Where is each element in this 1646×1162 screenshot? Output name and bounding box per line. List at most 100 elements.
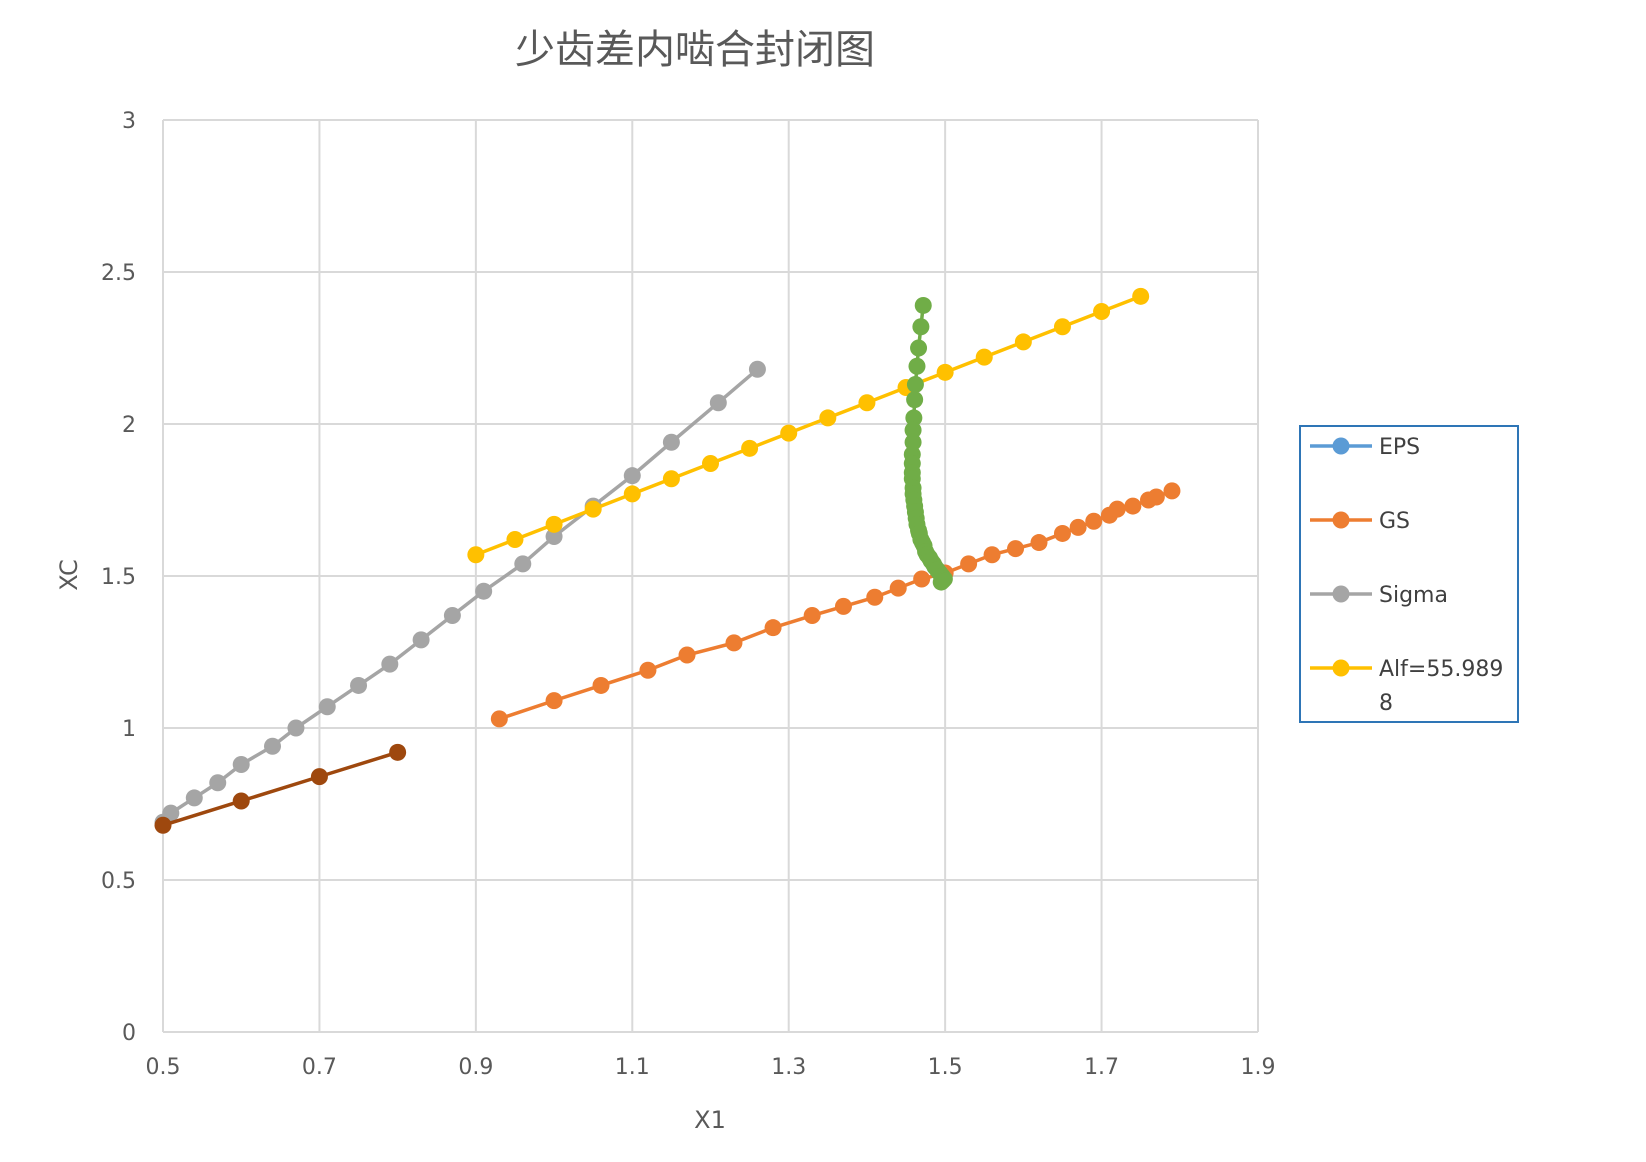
data-point [910,339,928,357]
data-point [960,555,978,573]
data-point [866,588,884,606]
data-point [1030,534,1048,552]
x-tick-label: 0.9 [458,1055,493,1080]
legend-entry: Alf=55.989 8 [1310,657,1503,716]
x-tick-label: 1.9 [1241,1055,1276,1080]
y-tick-label: 1 [122,717,136,742]
data-point [1069,518,1087,536]
data-point [154,816,172,834]
data-point [709,394,727,412]
data-point [936,363,954,381]
data-point [592,676,610,694]
data-point [490,710,508,728]
data-point [764,619,782,637]
data-point [545,515,563,533]
data-point [912,318,930,336]
data-point [908,357,926,375]
data-point [1163,482,1181,500]
legend-marker [1332,511,1350,529]
data-point [662,433,680,451]
data-point [906,375,924,393]
data-point [803,607,821,625]
data-point [1093,303,1111,321]
y-tick-label: 2.5 [101,261,136,286]
data-point [678,646,696,664]
data-point [232,755,250,773]
data-point [443,607,461,625]
data-point [904,433,922,451]
y-tick-label: 0 [122,1021,136,1046]
y-tick-label: 1.5 [101,565,136,590]
data-point [1085,512,1103,530]
data-point [983,546,1001,564]
data-point [780,424,798,442]
data-point [858,394,876,412]
data-point [1053,524,1071,542]
data-point [1053,318,1071,336]
grid-layer [162,119,1259,1033]
y-tick-label: 2 [122,413,136,438]
data-point [623,467,641,485]
data-point [185,789,203,807]
data-point [914,296,932,314]
legend: EPS GS Sigma Alf=55.989 8 [1299,425,1519,723]
data-point [545,692,563,710]
data-point [381,655,399,673]
tick-labels: 0.5 0.7 0.9 1.1 1.3 1.5 1.7 1.9 0 0.5 1 1.5 2 2.5 3 [101,109,1276,1080]
legend-marker [1332,437,1350,455]
data-point [975,348,993,366]
series-layer [154,287,1181,834]
data-point [741,439,759,457]
data-point [702,455,719,473]
legend-label: Sigma [1379,583,1448,608]
data-point [318,698,336,716]
data-point [1007,540,1025,558]
legend-label-line: 8 [1379,691,1393,716]
data-point [287,719,305,737]
data-point [1108,500,1126,518]
legend-entry: Sigma [1310,583,1448,608]
legend-marker [1332,659,1350,677]
data-point [819,409,837,427]
data-point [1132,287,1150,305]
data-point [310,768,328,786]
x-tick-label: 1.3 [771,1055,806,1080]
x-tick-label: 0.7 [302,1055,337,1080]
data-point [506,531,524,549]
data-point [162,804,180,822]
legend-entry: EPS [1310,435,1420,460]
legend-entry: GS [1310,509,1410,534]
x-tick-label: 0.5 [146,1055,181,1080]
data-point [748,360,766,378]
legend-label: Alf=55.989 8 [1379,657,1503,716]
data-point [904,421,922,439]
data-point [1147,488,1165,506]
data-point [475,582,493,600]
series-line [162,750,399,827]
data-point [906,391,924,409]
y-tick-label: 3 [122,109,136,134]
series-5 [154,743,407,834]
data-point [905,409,923,427]
data-point [1124,497,1142,515]
data-point [350,676,368,694]
series-1 [490,482,1181,728]
data-point [639,661,657,679]
data-point [584,500,602,518]
data-point [545,527,563,545]
data-point [412,631,430,649]
x-tick-label: 1.5 [928,1055,963,1080]
data-point [232,792,250,810]
y-axis-title: XC [55,559,83,590]
data-point [932,573,950,591]
data-point [913,570,931,588]
series-4 [903,296,953,591]
legend-label: GS [1379,509,1410,534]
data-point [834,597,852,615]
legend-marker [1332,585,1350,603]
legend-label: EPS [1379,435,1420,460]
data-point [623,485,641,503]
data-point [467,546,485,564]
